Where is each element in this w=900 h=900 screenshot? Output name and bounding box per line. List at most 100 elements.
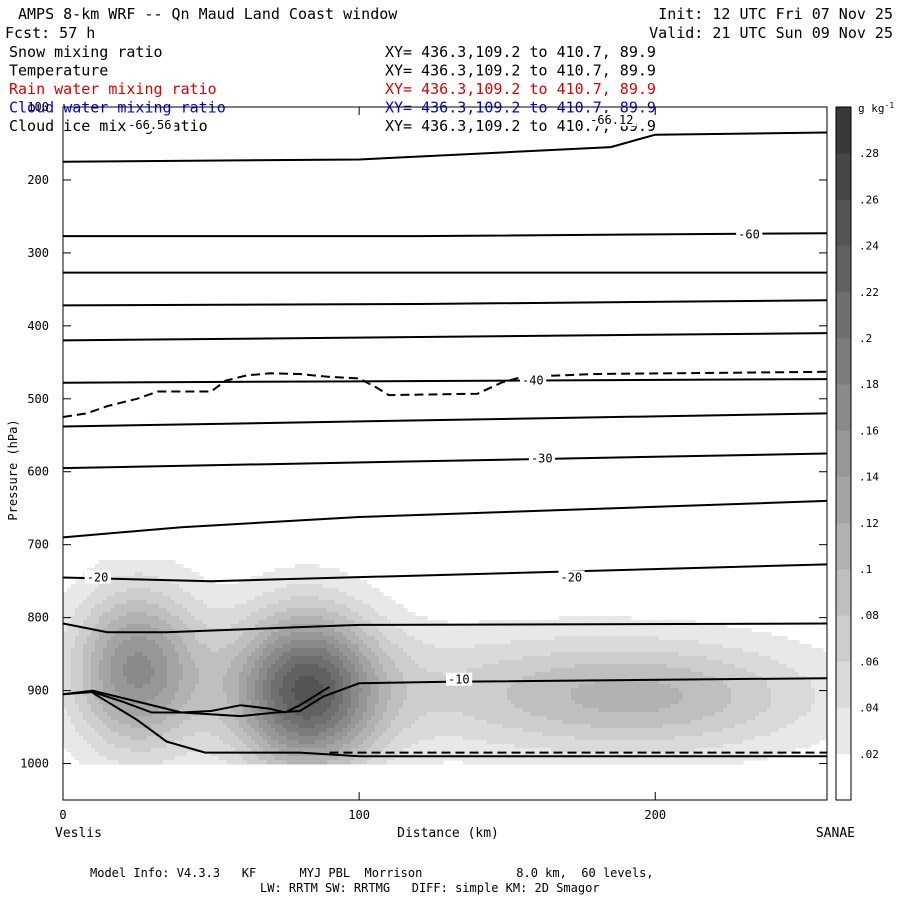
- snow-cell: [143, 648, 148, 653]
- snow-cell: [751, 684, 756, 689]
- snow-cell: [579, 616, 584, 621]
- snow-cell: [351, 692, 356, 697]
- snow-cell: [139, 564, 144, 569]
- snow-cell: [635, 688, 640, 693]
- snow-cell: [71, 616, 76, 621]
- snow-cell: [523, 668, 528, 673]
- snow-cell: [819, 660, 824, 665]
- snow-cell: [167, 664, 172, 669]
- snow-cell: [563, 640, 568, 645]
- snow-cell: [311, 608, 316, 613]
- snow-cell: [279, 600, 284, 605]
- snow-cell: [295, 648, 300, 653]
- snow-cell: [83, 652, 88, 657]
- snow-cell: [655, 668, 660, 673]
- snow-cell: [803, 648, 808, 653]
- snow-cell: [671, 692, 676, 697]
- snow-cell: [135, 664, 140, 669]
- snow-cell: [179, 688, 184, 693]
- snow-cell: [343, 684, 348, 689]
- snow-cell: [171, 636, 176, 641]
- snow-cell: [575, 660, 580, 665]
- snow-cell: [207, 684, 212, 689]
- snow-cell: [371, 588, 376, 593]
- snow-cell: [91, 632, 96, 637]
- snow-cell: [295, 644, 300, 649]
- snow-cell: [515, 700, 520, 705]
- snow-cell: [399, 652, 404, 657]
- snow-cell: [455, 664, 460, 669]
- snow-cell: [227, 688, 232, 693]
- snow-cell: [255, 660, 260, 665]
- snow-cell: [243, 696, 248, 701]
- snow-cell: [427, 688, 432, 693]
- snow-cell: [803, 684, 808, 689]
- snow-cell: [715, 624, 720, 629]
- snow-cell: [167, 648, 172, 653]
- snow-cell: [731, 632, 736, 637]
- snow-cell: [647, 628, 652, 633]
- snow-cell: [579, 632, 584, 637]
- snow-cell: [411, 676, 416, 681]
- snow-cell: [575, 680, 580, 685]
- snow-cell: [83, 704, 88, 709]
- snow-cell: [399, 700, 404, 705]
- snow-cell: [727, 656, 732, 661]
- snow-cell: [363, 604, 368, 609]
- snow-cell: [523, 676, 528, 681]
- snow-cell: [471, 700, 476, 705]
- snow-cell: [303, 656, 308, 661]
- snow-cell: [167, 596, 172, 601]
- snow-cell: [103, 612, 108, 617]
- snow-cell: [731, 688, 736, 693]
- snow-cell: [111, 644, 116, 649]
- snow-cell: [175, 612, 180, 617]
- snow-cell: [299, 572, 304, 577]
- snow-cell: [375, 620, 380, 625]
- snow-cell: [587, 652, 592, 657]
- snow-cell: [179, 588, 184, 593]
- snow-cell: [259, 632, 264, 637]
- snow-cell: [211, 596, 216, 601]
- snow-cell: [579, 676, 584, 681]
- snow-cell: [487, 676, 492, 681]
- snow-cell: [539, 636, 544, 641]
- snow-cell: [299, 704, 304, 709]
- snow-cell: [527, 696, 532, 701]
- snow-cell: [319, 680, 324, 685]
- snow-cell: [603, 632, 608, 637]
- snow-cell: [363, 596, 368, 601]
- snow-cell: [327, 628, 332, 633]
- snow-cell: [403, 656, 408, 661]
- snow-cell: [563, 680, 568, 685]
- snow-cell: [203, 704, 208, 709]
- snow-cell: [359, 664, 364, 669]
- snow-cell: [67, 592, 72, 597]
- snow-cell: [259, 592, 264, 597]
- snow-cell: [291, 636, 296, 641]
- snow-cell: [131, 640, 136, 645]
- snow-cell: [147, 624, 152, 629]
- snow-cell: [239, 644, 244, 649]
- snow-cell: [323, 596, 328, 601]
- snow-cell: [331, 588, 336, 593]
- snow-cell: [539, 652, 544, 657]
- snow-cell: [687, 624, 692, 629]
- snow-cell: [355, 692, 360, 697]
- snow-cell: [391, 632, 396, 637]
- snow-cell: [163, 636, 168, 641]
- snow-cell: [131, 652, 136, 657]
- snow-cell: [123, 660, 128, 665]
- snow-cell: [687, 632, 692, 637]
- snow-cell: [79, 664, 84, 669]
- snow-cell: [211, 660, 216, 665]
- snow-cell: [139, 692, 144, 697]
- snow-cell: [263, 588, 268, 593]
- snow-cell: [215, 636, 220, 641]
- snow-cell: [315, 600, 320, 605]
- snow-cell: [139, 672, 144, 677]
- snow-cell: [163, 680, 168, 685]
- snow-cell: [419, 696, 424, 701]
- snow-cell: [727, 660, 732, 665]
- snow-cell: [79, 584, 84, 589]
